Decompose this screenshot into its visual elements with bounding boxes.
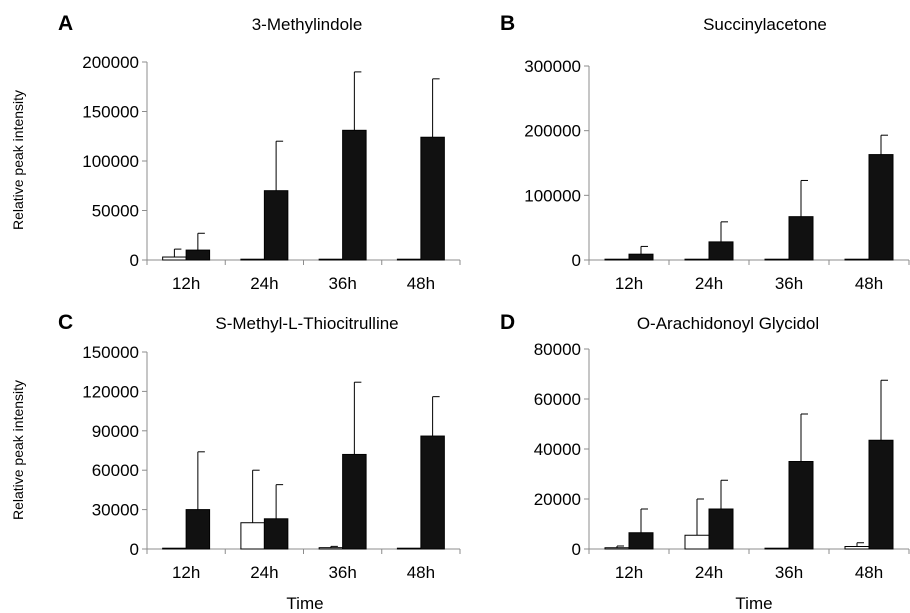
panel-d-y-tick-label: 0: [572, 540, 581, 559]
panel-c-x-tick-label: 12h: [172, 563, 200, 582]
panel-b-y-axis: 0 100000 200000 300000: [524, 57, 590, 270]
panel-c-y-tick-label: 90000: [92, 422, 139, 441]
panel-a-y-tick-label: 100000: [82, 152, 139, 171]
panel-c-y-tick-label: 30000: [92, 501, 139, 520]
panel-c-bar-black: [420, 435, 445, 550]
panel-d-bar-black: [628, 532, 654, 550]
panel-d-bars: [604, 379, 894, 550]
panel-b-x-tick-label: 36h: [775, 274, 803, 293]
panel-b-bar-black: [628, 253, 654, 261]
panel-d-bar-white: [844, 546, 870, 550]
panel-b-bar-white: [604, 258, 630, 261]
panel-d: D O-Arachidonoyl Glycidol 0 20000 40000 600…: [500, 311, 910, 613]
panel-d-bar-white: [604, 547, 630, 550]
panel-b-bar-black: [868, 154, 894, 261]
panel-d-x-tick-label: 36h: [775, 563, 803, 582]
panel-a-bar-black: [420, 136, 445, 261]
panel-d-y-tick-label: 60000: [534, 390, 581, 409]
panel-letter-c: C: [58, 311, 73, 334]
panel-d-title: O-Arachidonoyl Glycidol: [637, 314, 819, 333]
panel-a-bar-white: [318, 258, 344, 261]
panel-b-bar-white: [684, 258, 710, 261]
panel-c-x-label: Time: [286, 594, 323, 613]
panel-b-y-tick-label: 200000: [524, 122, 581, 141]
panel-b-title: Succinylacetone: [703, 15, 827, 34]
panel-c-bar-white: [240, 522, 265, 550]
panel-b-bar-black: [788, 216, 814, 261]
panel-c-y-tick-label: 0: [130, 540, 139, 559]
panel-letter-b: B: [500, 12, 515, 35]
panel-a-y-label: Relative peak intensity: [10, 90, 26, 230]
panel-b-x-tick-label: 24h: [695, 274, 723, 293]
panel-c-x-tick-label: 36h: [328, 563, 356, 582]
panel-d-bar-black: [868, 439, 894, 550]
panel-a-title: 3-Methylindole: [252, 15, 363, 34]
panel-a-y-tick-label: 50000: [92, 202, 139, 221]
panel-c-y-axis: 0 30000 60000 90000 120000 150000: [82, 343, 148, 559]
panel-a-bar-white: [396, 258, 422, 261]
panel-c-bar-white: [318, 547, 344, 550]
panel-d-y-tick-label: 40000: [534, 440, 581, 459]
panel-a-bar-black: [263, 190, 289, 261]
panel-a-y-tick-label: 150000: [82, 103, 139, 122]
panel-d-x-tick-label: 48h: [855, 563, 883, 582]
panel-a-y-axis: 0 50000 100000 150000 200000: [82, 53, 148, 270]
panel-a-x-tick-label: 24h: [250, 274, 278, 293]
panel-a-bars: [162, 71, 445, 261]
panel-letter-a: A: [58, 12, 73, 35]
panel-b: B Succinylacetone 0 100000 200000 300000 12…: [500, 12, 910, 293]
panel-a-bar-black: [342, 129, 367, 261]
panel-c-x-tick-label: 48h: [407, 563, 435, 582]
panel-a-x-axis: 12h 24h 36h 48h: [146, 259, 461, 293]
panel-d-y-tick-label: 80000: [534, 340, 581, 359]
panel-a-bar-black: [185, 249, 211, 261]
panel-b-y-tick-label: 300000: [524, 57, 581, 76]
panel-a-x-tick-label: 36h: [328, 274, 356, 293]
panel-c-bar-black: [342, 453, 367, 550]
panel-b-bar-white: [764, 258, 790, 261]
panel-d-bar-black: [708, 508, 734, 550]
panel-a-y-tick-label: 200000: [82, 53, 139, 72]
panel-d-x-label: Time: [735, 594, 772, 613]
panel-d-bar-black: [788, 461, 814, 550]
panel-b-y-tick-label: 0: [572, 251, 581, 270]
panel-c-y-label: Relative peak intensity: [10, 380, 26, 520]
panel-b-bar-white: [844, 258, 870, 261]
panel-c-y-tick-label: 120000: [82, 382, 139, 401]
panel-d-bar-white: [684, 534, 710, 550]
panel-b-bars: [604, 134, 894, 261]
panel-a-y-tick-label: 0: [130, 251, 139, 270]
panel-c-bar-black: [185, 509, 211, 550]
panel-b-bar-black: [708, 241, 734, 261]
panel-b-y-tick-label: 100000: [524, 186, 581, 205]
panel-b-x-axis: 12h 24h 36h 48h: [588, 259, 910, 293]
panel-b-x-tick-label: 12h: [615, 274, 643, 293]
panel-c-bars: [162, 381, 445, 550]
panel-c-title: S-Methyl-L-Thiocitrulline: [215, 314, 398, 333]
panel-d-bar-white: [764, 547, 790, 550]
panel-c-bar-white: [396, 547, 422, 550]
panel-a-x-tick-label: 12h: [172, 274, 200, 293]
panel-c-bar-black: [263, 518, 289, 550]
panel-c-x-axis: 12h 24h 36h 48h: [146, 548, 461, 582]
panel-a: A 3-Methylindole Relative peak intensity…: [10, 12, 461, 293]
panel-c-bar-white: [162, 547, 187, 550]
panel-d-y-axis: 0 20000 40000 60000 80000: [534, 340, 590, 559]
panel-c-y-tick-label: 60000: [92, 461, 139, 480]
panel-c: C S-Methyl-L-Thiocitrulline Relative pea…: [10, 311, 461, 613]
panel-c-x-tick-label: 24h: [250, 563, 278, 582]
panel-a-bar-white: [162, 256, 187, 261]
panel-d-x-tick-label: 12h: [615, 563, 643, 582]
panel-d-x-tick-label: 24h: [695, 563, 723, 582]
panel-d-x-axis: 12h 24h 36h 48h: [588, 548, 910, 582]
panel-a-x-tick-label: 48h: [407, 274, 435, 293]
panel-b-x-tick-label: 48h: [855, 274, 883, 293]
panel-d-y-tick-label: 20000: [534, 490, 581, 509]
panel-a-bar-white: [240, 258, 265, 261]
panel-c-y-tick-label: 150000: [82, 343, 139, 362]
panel-letter-d: D: [500, 311, 515, 334]
